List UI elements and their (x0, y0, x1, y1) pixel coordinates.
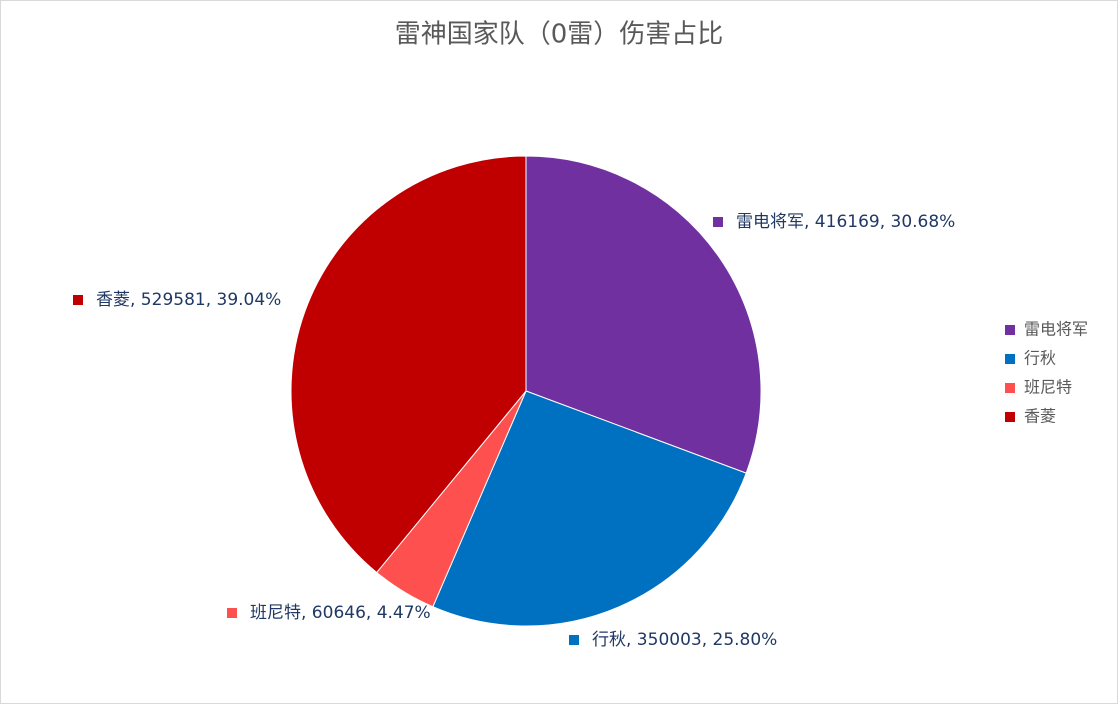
label-marker (227, 608, 237, 618)
legend-label: 行秋 (1024, 349, 1056, 368)
label-marker (569, 635, 579, 645)
pie-slice (432, 390, 747, 627)
pie-slice (525, 155, 762, 474)
data-label: 行秋, 350003, 25.80% (592, 630, 777, 650)
data-label: 香菱, 529581, 39.04% (96, 290, 281, 310)
legend-marker (1005, 412, 1015, 422)
legend-marker (1005, 354, 1015, 364)
legend-label: 班尼特 (1024, 378, 1072, 397)
legend-label: 雷电将军 (1024, 320, 1088, 339)
label-marker (73, 295, 83, 305)
label-marker (713, 217, 723, 227)
chart-title: 雷神国家队（0雷）伤害占比 (395, 20, 724, 50)
legend-marker (1005, 325, 1015, 335)
pie-slice (290, 155, 527, 574)
legend-marker (1005, 383, 1015, 393)
data-label: 雷电将军, 416169, 30.68% (736, 212, 955, 232)
data-label: 班尼特, 60646, 4.47% (250, 603, 431, 623)
legend-label: 香菱 (1024, 407, 1056, 426)
